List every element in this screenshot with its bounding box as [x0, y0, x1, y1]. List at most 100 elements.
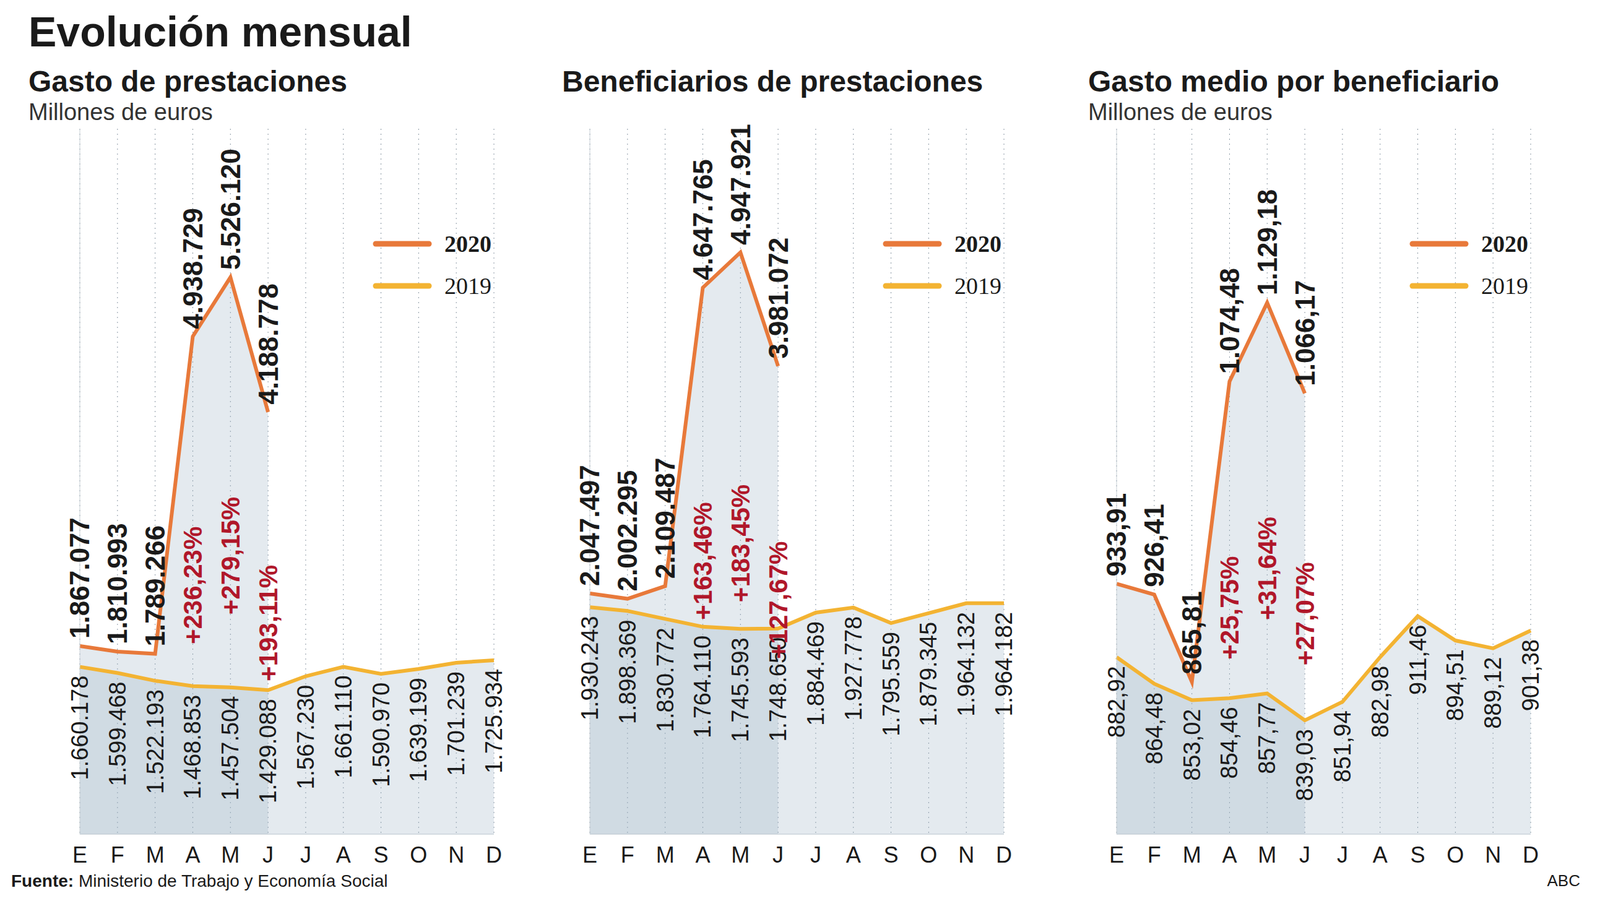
svg-text:1.639.199: 1.639.199	[405, 677, 432, 783]
svg-text:O: O	[409, 842, 428, 868]
svg-text:J: J	[1336, 842, 1349, 868]
svg-text:882,98: 882,98	[1367, 665, 1394, 738]
svg-text:+183,45%: +183,45%	[726, 484, 756, 603]
svg-text:864,48: 864,48	[1141, 692, 1168, 765]
svg-text:853,02: 853,02	[1179, 709, 1206, 782]
svg-text:1.661.110: 1.661.110	[330, 675, 357, 779]
svg-text:F: F	[110, 842, 125, 868]
svg-text:A: A	[695, 842, 710, 868]
svg-text:E: E	[1109, 842, 1125, 868]
svg-text:+25,75%: +25,75%	[1215, 556, 1245, 660]
svg-text:882,92: 882,92	[1104, 665, 1130, 738]
svg-text:4.938.729: 4.938.729	[177, 207, 208, 330]
svg-text:M: M	[220, 842, 240, 868]
svg-text:1.745.593: 1.745.593	[727, 637, 754, 743]
svg-text:1.867.077: 1.867.077	[67, 517, 96, 639]
svg-text:+31,64%: +31,64%	[1252, 516, 1282, 621]
svg-text:2.002.295: 2.002.295	[612, 470, 643, 592]
svg-text:J: J	[1299, 842, 1311, 868]
svg-text:E: E	[582, 842, 598, 868]
svg-text:839,03: 839,03	[1291, 729, 1318, 801]
html-text:Gasto de prestaciones: Gasto de prestaciones	[28, 64, 348, 98]
svg-text:1.457.504: 1.457.504	[217, 696, 244, 801]
svg-text:M: M	[1182, 842, 1202, 868]
svg-text:M: M	[730, 842, 750, 868]
svg-text:N: N	[958, 842, 975, 868]
svg-text:S: S	[883, 842, 899, 868]
svg-text:N: N	[448, 842, 465, 868]
svg-text:1.567.230: 1.567.230	[292, 685, 319, 790]
svg-text:857,77: 857,77	[1254, 702, 1280, 775]
svg-text:J: J	[262, 842, 274, 868]
svg-text:1.725.934: 1.725.934	[480, 669, 507, 774]
svg-text:D: D	[485, 842, 502, 868]
svg-text:1.898.369: 1.898.369	[614, 619, 641, 725]
svg-text:1.810.993: 1.810.993	[102, 523, 133, 645]
svg-text:S: S	[1410, 842, 1426, 868]
svg-text:O: O	[919, 842, 938, 868]
svg-text:+127,67%: +127,67%	[763, 541, 793, 660]
svg-text:1.660.178: 1.660.178	[67, 675, 93, 781]
svg-text:+163,46%: +163,46%	[688, 501, 718, 620]
svg-text:+27,07%: +27,07%	[1290, 562, 1320, 666]
svg-text:1.930.243: 1.930.243	[577, 615, 603, 721]
svg-text:894,51: 894,51	[1442, 649, 1469, 722]
svg-text:E: E	[72, 842, 88, 868]
svg-text:1.468.853: 1.468.853	[179, 695, 206, 800]
svg-text:D: D	[1522, 842, 1539, 868]
svg-text:4.647.765: 4.647.765	[687, 159, 718, 281]
svg-text:1.789.266: 1.789.266	[139, 525, 171, 647]
svg-text:926,41: 926,41	[1138, 503, 1170, 588]
svg-text:865,81: 865,81	[1176, 591, 1207, 675]
svg-text:1.599.468: 1.599.468	[104, 682, 131, 787]
svg-text:1.764.110: 1.764.110	[689, 635, 716, 739]
svg-text:854,46: 854,46	[1216, 706, 1243, 779]
svg-text:889,12: 889,12	[1479, 657, 1506, 730]
svg-text:5.526.120: 5.526.120	[215, 148, 246, 270]
svg-text:+236,23%: +236,23%	[178, 526, 208, 645]
svg-text:1.884.469: 1.884.469	[802, 621, 829, 727]
svg-text:A: A	[336, 842, 351, 868]
svg-text:1.927.778: 1.927.778	[840, 616, 867, 722]
html-text:Evolución mensual: Evolución mensual	[28, 8, 413, 56]
svg-text:+279,15%: +279,15%	[216, 497, 246, 615]
svg-text:1.964.132: 1.964.132	[953, 612, 980, 717]
svg-text:F: F	[1147, 842, 1162, 868]
svg-text:1.129,18: 1.129,18	[1252, 189, 1283, 296]
svg-text:O: O	[1446, 842, 1464, 868]
svg-text:A: A	[1221, 842, 1237, 868]
svg-text:1.590.970: 1.590.970	[368, 682, 395, 788]
svg-text:4.188.778: 4.188.778	[253, 283, 284, 405]
svg-text:2.047.497: 2.047.497	[577, 464, 606, 587]
svg-text:1.964.182: 1.964.182	[990, 612, 1017, 717]
svg-text:851,94: 851,94	[1329, 710, 1356, 783]
svg-text:1.066,17: 1.066,17	[1289, 279, 1321, 386]
svg-text:+193,11%: +193,11%	[253, 565, 283, 682]
svg-text:1.522.193: 1.522.193	[142, 689, 169, 795]
svg-text:S: S	[373, 842, 389, 868]
svg-text:1.429.088: 1.429.088	[255, 698, 282, 804]
svg-text:J: J	[772, 842, 784, 868]
svg-text:M: M	[146, 842, 165, 868]
svg-text:F: F	[620, 842, 635, 868]
svg-text:A: A	[185, 842, 200, 868]
svg-text:2.109.487: 2.109.487	[649, 457, 681, 579]
svg-text:1.074,48: 1.074,48	[1214, 268, 1245, 374]
svg-text:J: J	[300, 842, 312, 868]
svg-text:1.879.345: 1.879.345	[915, 622, 942, 727]
svg-text:3.981.072: 3.981.072	[763, 237, 794, 359]
svg-text:933,91: 933,91	[1104, 493, 1133, 577]
svg-text:M: M	[1257, 842, 1277, 868]
svg-text:N: N	[1484, 842, 1501, 868]
svg-text:1.795.559: 1.795.559	[878, 631, 905, 737]
svg-text:M: M	[656, 842, 675, 868]
svg-text:901,38: 901,38	[1517, 639, 1544, 712]
svg-text:A: A	[1372, 842, 1388, 868]
svg-text:1.701.239: 1.701.239	[443, 671, 470, 777]
svg-text:J: J	[810, 842, 822, 868]
svg-text:A: A	[846, 842, 861, 868]
svg-text:1.830.772: 1.830.772	[652, 627, 679, 733]
svg-text:D: D	[995, 842, 1012, 868]
svg-text:911,46: 911,46	[1405, 625, 1432, 696]
svg-text:4.947.921: 4.947.921	[725, 123, 756, 246]
